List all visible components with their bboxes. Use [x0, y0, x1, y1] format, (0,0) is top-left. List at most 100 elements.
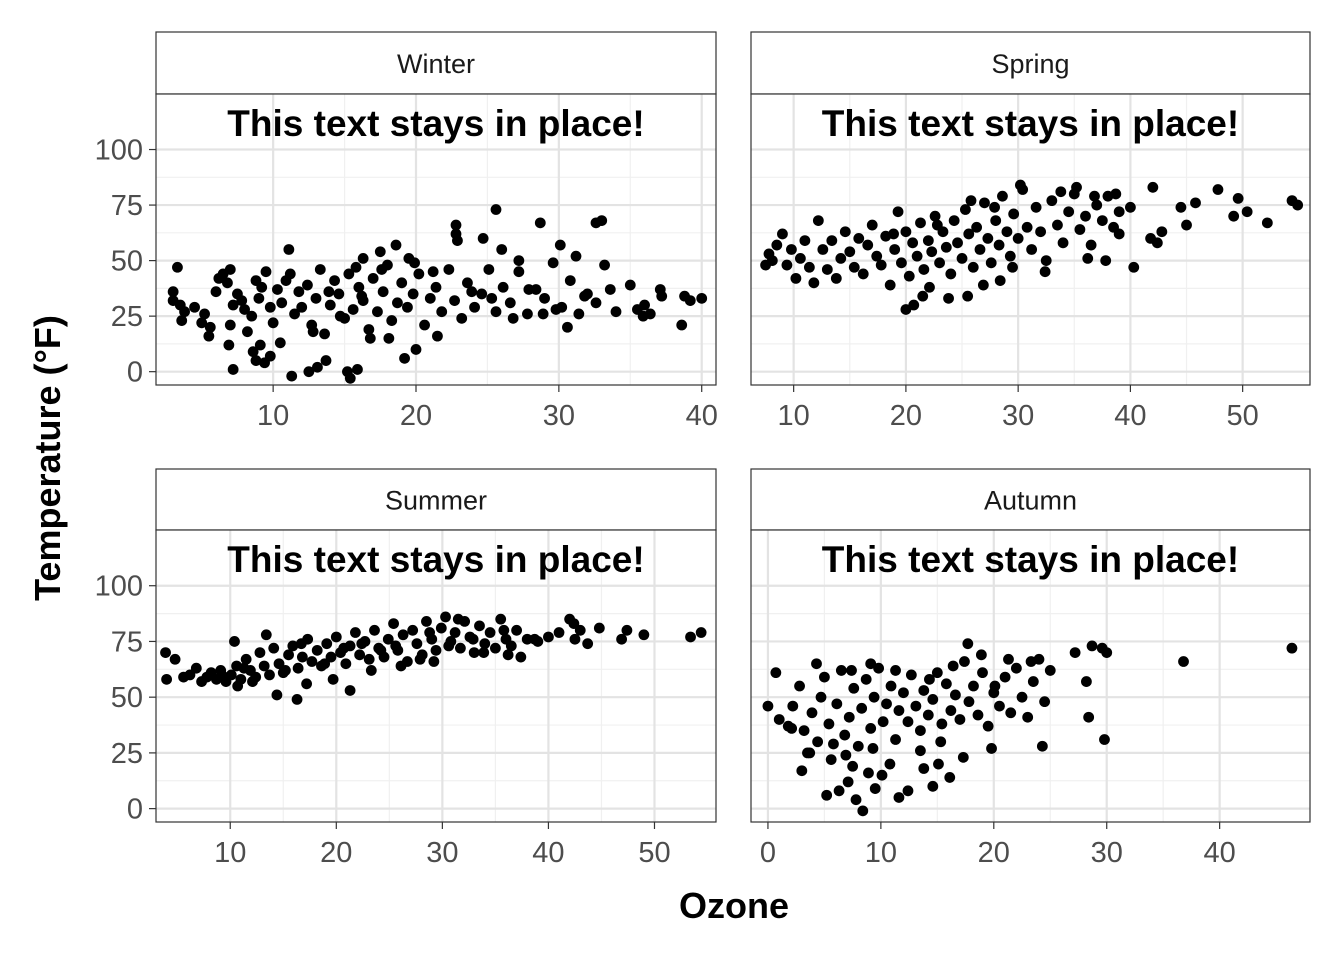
scatter-point — [169, 653, 181, 665]
y-tick-label: 0 — [127, 357, 143, 389]
scatter-point — [914, 745, 926, 757]
scatter-point — [397, 629, 409, 641]
scatter-point — [264, 301, 276, 313]
scatter-point — [414, 653, 426, 665]
scatter-point — [1008, 208, 1020, 220]
y-tick-label: 75 — [111, 626, 143, 658]
scatter-point — [794, 680, 805, 692]
scatter-point — [1181, 219, 1192, 231]
scatter-point — [821, 264, 833, 275]
scatter-point — [199, 308, 210, 320]
scatter-point — [268, 642, 280, 654]
scatter-point — [1113, 228, 1125, 240]
scatter-point — [632, 304, 643, 315]
scatter-point — [766, 255, 778, 267]
scatter-point — [1113, 206, 1125, 218]
scatter-point — [933, 758, 944, 770]
scatter-point — [176, 315, 188, 326]
scatter-series — [160, 611, 707, 705]
scatter-point — [862, 239, 874, 251]
scatter-point — [977, 279, 989, 291]
scatter-point — [403, 252, 415, 264]
scatter-point — [537, 308, 549, 320]
x-tick-label: 20 — [978, 837, 1010, 869]
scatter-point — [452, 613, 464, 625]
x-tick-label: 30 — [1002, 400, 1034, 432]
y-tick-label: 100 — [95, 571, 143, 603]
scatter-point — [564, 275, 576, 286]
scatter-point — [929, 210, 941, 222]
scatter-point — [1089, 190, 1100, 202]
facet-strip-label: Autumn — [984, 486, 1077, 516]
scatter-point — [1147, 181, 1159, 193]
scatter-point — [435, 622, 447, 634]
x-tick-label: 30 — [1091, 837, 1123, 869]
scatter-point — [534, 217, 546, 229]
scatter-point — [1027, 676, 1039, 687]
scatter-point — [486, 292, 498, 304]
scatter-point — [762, 700, 774, 712]
scatter-point — [945, 268, 957, 280]
scatter-point — [848, 682, 860, 694]
scatter-point — [522, 308, 533, 320]
scatter-point — [502, 649, 514, 661]
scatter-point — [839, 729, 851, 741]
scatter-point — [900, 304, 912, 315]
scatter-point — [440, 611, 451, 623]
scatter-point — [794, 252, 806, 264]
scatter-point — [990, 215, 1002, 227]
scatter-point — [283, 649, 294, 661]
scatter-point — [1110, 188, 1122, 200]
scatter-point — [890, 734, 901, 745]
scatter-point — [396, 277, 408, 289]
facet-strip — [155, 31, 717, 95]
scatter-point — [523, 284, 535, 295]
scatter-point — [477, 232, 489, 244]
scatter-point — [273, 658, 285, 670]
scatter-point — [811, 658, 822, 670]
scatter-point — [842, 776, 854, 788]
scatter-point — [515, 651, 527, 663]
scatter-point — [804, 747, 816, 759]
scatter-point — [570, 250, 582, 262]
scatter-point — [279, 665, 291, 676]
scatter-point — [222, 277, 233, 289]
scatter-point — [369, 624, 380, 636]
scatter-point — [579, 290, 590, 302]
scatter-point — [947, 660, 959, 672]
scatter-point — [917, 290, 929, 302]
scatter-point — [1232, 193, 1244, 204]
scatter-point — [356, 638, 368, 650]
scatter-point — [962, 290, 974, 302]
scatter-point — [320, 355, 332, 366]
scatter-point — [685, 631, 696, 643]
scatter-point — [1057, 237, 1069, 249]
scatter-point — [1292, 199, 1304, 211]
scatter-point — [161, 673, 173, 685]
scatter-point — [1228, 210, 1240, 222]
scatter-point — [511, 624, 523, 636]
scatter-point — [354, 649, 366, 661]
y-tick-label: 50 — [111, 682, 143, 714]
scatter-series — [760, 179, 1304, 315]
panel-annotation: This text stays in place! — [227, 103, 644, 144]
scatter-point — [900, 226, 912, 238]
scatter-point — [539, 292, 550, 304]
scatter-point — [1128, 261, 1140, 273]
scatter-point — [1145, 232, 1157, 244]
scatter-point — [340, 658, 352, 670]
plot-background — [751, 530, 1310, 822]
scatter-point — [411, 638, 423, 650]
scatter-point — [289, 308, 300, 320]
scatter-point — [848, 261, 860, 273]
scatter-point — [334, 310, 346, 322]
scatter-point — [286, 370, 298, 382]
scatter-point — [324, 299, 336, 311]
scatter-point — [246, 310, 258, 322]
scatter-point — [993, 239, 1005, 251]
scatter-point — [330, 631, 342, 643]
scatter-point — [965, 195, 977, 207]
scatter-point — [247, 676, 258, 687]
scatter-point — [160, 647, 171, 658]
scatter-point — [238, 662, 250, 674]
